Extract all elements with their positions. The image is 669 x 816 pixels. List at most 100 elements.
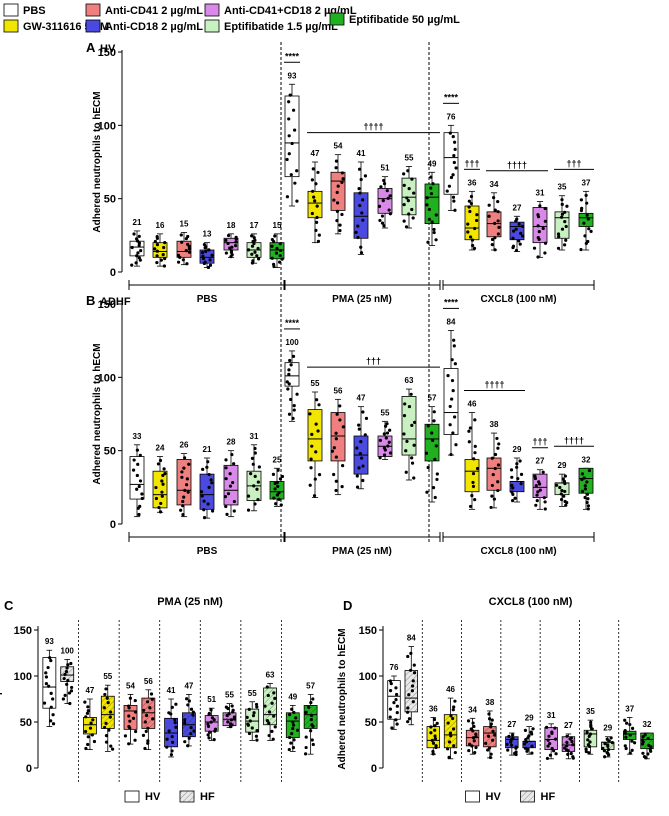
y-axis-label: Adhered neutrophils to hECM [337,628,348,769]
data-point [187,462,191,466]
data-point [46,665,50,670]
data-point [288,93,292,97]
data-point [486,748,490,752]
data-point [359,177,363,182]
data-point [285,380,289,384]
data-point [516,477,520,481]
value-label: 55 [381,408,390,417]
data-point [542,496,546,500]
data-point [274,502,278,506]
data-point [514,227,518,231]
data-point [202,516,207,520]
data-point [492,497,496,501]
data-point [51,697,55,701]
data-point [431,182,435,186]
panel-title: PMA (25 nM) [157,596,223,608]
data-point [538,488,542,492]
data-point [162,245,166,250]
legend-swatch [85,3,101,17]
group-label: PMA (25 nM) [332,546,392,557]
data-point [207,711,211,716]
data-point [449,452,453,457]
data-point [390,726,394,730]
data-point [585,480,589,484]
data-point [61,697,65,701]
data-point [201,254,205,258]
data-point [163,471,167,476]
data-point [407,212,411,216]
data-point [446,721,450,725]
data-point [562,479,567,484]
data-point [534,503,538,507]
y-tick-label: 150 [98,47,116,59]
data-point [585,730,589,734]
data-point [110,747,115,751]
data-point [515,217,519,221]
data-point [338,404,342,408]
data-point [287,117,291,121]
data-point [531,727,535,731]
data-point [394,698,398,702]
data-point [387,440,391,444]
y-tick-label: 150 [98,299,116,311]
value-label: 35 [586,707,595,716]
data-point [136,462,140,466]
data-point [224,705,228,709]
legend-label: Anti-CD41+CD18 2 µg/mL [224,5,357,17]
data-point [409,651,413,655]
value-label: 54 [126,681,135,690]
data-point [142,708,146,712]
data-point [163,257,167,261]
data-point [183,718,187,722]
data-point [429,192,434,196]
data-point [226,241,230,246]
box [464,459,480,493]
data-point [206,733,210,737]
data-point [273,725,277,729]
data-point [543,507,547,511]
data-point [382,182,387,186]
legend-swatch [204,3,220,17]
y-tick-label: 50 [104,446,116,458]
data-point [395,722,399,726]
data-point [270,256,274,260]
data-point [448,404,452,409]
value-label: 29 [558,461,567,470]
data-point [583,487,588,491]
value-label: 29 [603,724,612,733]
data-point [226,492,231,496]
data-point [146,741,150,745]
data-point [630,748,634,752]
data-point [435,721,439,725]
data-point [361,218,365,222]
data-point [536,235,540,240]
data-point [252,236,256,240]
data-point [191,713,195,717]
data-point [51,713,55,717]
y-tick-label: 100 [98,120,116,132]
data-point [434,238,438,242]
data-point [534,483,538,488]
data-point [545,756,550,761]
data-point [135,254,139,258]
data-point [388,707,393,711]
value-label: 34 [468,705,477,714]
data-point [293,181,297,185]
data-point [209,708,213,712]
data-point [493,733,497,737]
data-point [403,402,407,406]
data-point [189,732,193,736]
data-point [133,738,137,742]
value-label: 27 [513,203,522,212]
data-point [338,418,342,422]
value-label: 55 [405,153,414,162]
data-point [149,692,154,696]
data-point [426,424,430,428]
data-point [514,750,518,754]
data-point [537,480,541,484]
data-point [267,721,271,725]
data-point [364,416,369,420]
data-point [207,485,211,489]
data-point [378,456,382,460]
data-point [454,443,458,447]
